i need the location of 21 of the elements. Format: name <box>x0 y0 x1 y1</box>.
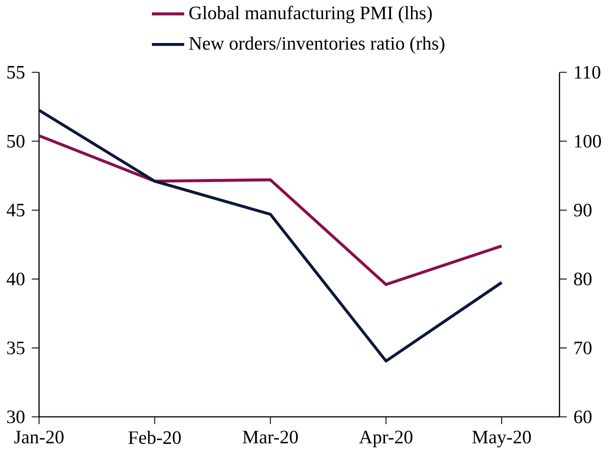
y2-tick-label: 100 <box>575 135 601 148</box>
y2-tick-label: 70 <box>574 342 592 354</box>
y2-tick-label: 80 <box>574 272 592 286</box>
y2-tick-label: 60 <box>574 410 592 424</box>
legend-label: Global manufacturing PMI (lhs) <box>189 6 432 24</box>
y-tick-label: 35 <box>7 342 24 354</box>
line-series <box>39 134 504 286</box>
legend-label: New orders/inventories ratio (rhs) <box>189 36 444 54</box>
x-tick-label: Jan-20 <box>14 430 64 444</box>
x-tick-label: Mar-20 <box>242 430 298 444</box>
x-tick-label: Apr-20 <box>359 430 412 448</box>
y-tick-label: 45 <box>6 204 24 217</box>
y-tick-label: 40 <box>6 272 24 286</box>
y-tick-label: 50 <box>7 135 24 148</box>
x-tick-label: May-20 <box>472 430 531 448</box>
y-tick-label: 55 <box>7 66 24 79</box>
y-tick-label: 30 <box>7 410 24 424</box>
line-series <box>39 108 504 363</box>
y2-tick-label: 110 <box>575 66 600 79</box>
y2-tick-label: 90 <box>574 204 592 217</box>
x-tick-label: Feb-20 <box>128 430 181 444</box>
